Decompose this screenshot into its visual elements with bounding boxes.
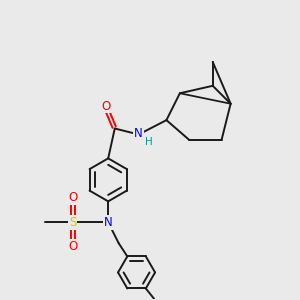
Text: N: N <box>104 216 112 229</box>
Text: O: O <box>68 240 78 253</box>
Text: N: N <box>134 128 143 140</box>
Text: H: H <box>145 137 153 147</box>
Text: S: S <box>69 216 76 229</box>
Text: O: O <box>101 100 110 112</box>
Text: O: O <box>68 191 78 204</box>
